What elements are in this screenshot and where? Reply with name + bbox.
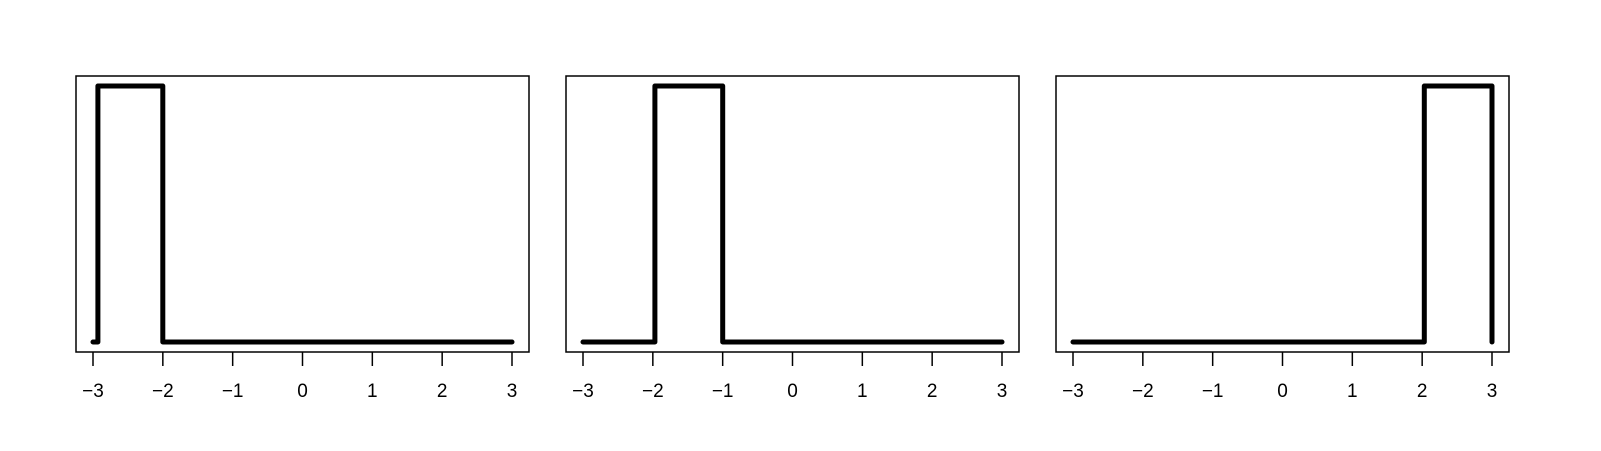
x-tick-label: −3 [1062,381,1084,402]
x-tick-label: −1 [712,381,734,402]
x-tick-label: −3 [82,381,104,402]
x-tick-label: −3 [572,381,594,402]
x-tick-label: 0 [787,381,798,402]
plot-frame [565,75,1020,353]
step-series-line [90,83,515,345]
x-tick-label: 0 [1277,381,1288,402]
x-tick-label: 2 [1417,381,1428,402]
x-tick-label: 2 [437,381,448,402]
x-tick-label: 1 [857,381,868,402]
step-series-line [1070,83,1495,345]
x-tick-label: −1 [1202,381,1224,402]
x-tick-label: −1 [222,381,244,402]
panel-2: −3 −2 −1 0 1 2 3 [565,75,1020,402]
x-tick-label: 3 [997,381,1008,402]
plot-frame [75,75,530,353]
x-tick-label: −2 [1132,381,1154,402]
panel-1: −3 −2 −1 0 1 2 3 [75,75,530,402]
x-tick-label: 3 [1487,381,1498,402]
panel-3: −3 −2 −1 0 1 2 3 [1055,75,1510,402]
x-tick-label: 3 [507,381,518,402]
x-tick-label: 1 [367,381,378,402]
step-series-line [580,83,1005,345]
x-tick-label: −2 [642,381,664,402]
plot-frame [1055,75,1510,353]
x-tick-label: 2 [927,381,938,402]
x-tick-label: −2 [152,381,174,402]
x-tick-label: 1 [1347,381,1358,402]
x-tick-label: 0 [297,381,308,402]
